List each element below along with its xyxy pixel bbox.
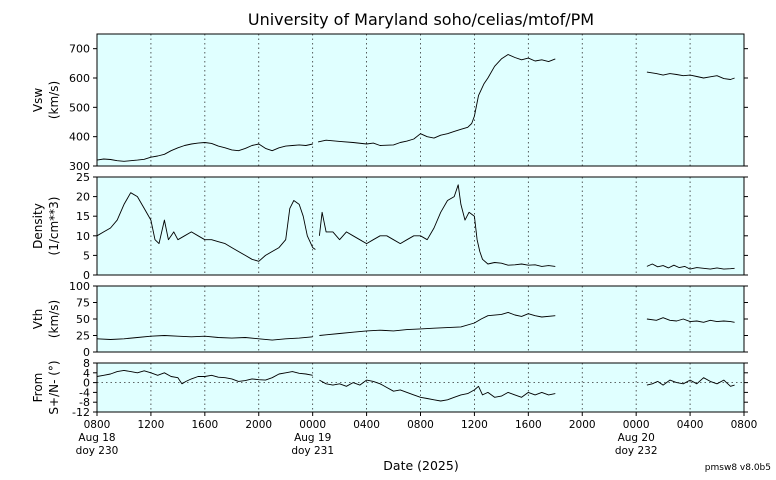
x-tick-label: 0400 <box>677 419 704 431</box>
y-axis-label-line: Vth <box>31 309 45 330</box>
y-tick-label: 300 <box>69 160 90 173</box>
series-line-from-0 <box>96 369 313 385</box>
y-tick-label: -4 <box>79 386 90 399</box>
x-tick-label: 0800 <box>407 419 434 431</box>
y-tick-label: 75 <box>76 297 90 310</box>
y-axis-label-line: From <box>31 373 45 403</box>
x-tick-label: 1200 <box>138 419 165 431</box>
series-line-density-1 <box>318 184 556 267</box>
panel-density: 0 5 10 15 20 25 Density (1/cm**3) <box>31 171 748 282</box>
x-tick-label: 0000 <box>623 419 650 431</box>
y-tick-label: 0 <box>83 377 90 390</box>
series-line-from-1 <box>319 379 556 402</box>
y-axis-label-line: (km/s) <box>47 81 61 119</box>
x-tick-label: Aug 20 <box>618 432 655 444</box>
x-tick-label: 1600 <box>191 419 218 431</box>
y-axis-label-line: (km/s) <box>47 300 61 338</box>
y-tick-label: 50 <box>76 313 90 326</box>
panel-vth: 0 25 50 75 100 Vth (km/s) <box>31 280 748 359</box>
y-tick-label: -8 <box>79 396 90 409</box>
series-line-vsw-2 <box>646 71 735 80</box>
y-tick-label: 0 <box>83 346 90 359</box>
y-axis-label-line: Density <box>31 203 45 249</box>
series-line-vth-2 <box>646 317 735 323</box>
series-line-vsw-0 <box>96 142 313 162</box>
y-tick-label: 0 <box>83 269 90 282</box>
x-tick-label: 1200 <box>461 419 488 431</box>
x-axis-label: Date (2025) <box>383 458 458 473</box>
y-tick-label: 15 <box>76 210 90 223</box>
y-axis-label-vth: Vth (km/s) <box>31 300 61 338</box>
y-tick-label: 400 <box>69 131 90 144</box>
y-axis-label-vsw: Vsw (km/s) <box>31 81 61 119</box>
x-tick-label: doy 230 <box>76 445 119 457</box>
y-tick-label: 20 <box>76 191 90 204</box>
x-tick-label: 2000 <box>245 419 272 431</box>
y-tick-label: -12 <box>72 406 90 419</box>
x-tick-label: doy 232 <box>615 445 658 457</box>
x-tick-label: Aug 18 <box>78 432 115 444</box>
y-tick-label: 8 <box>83 357 90 370</box>
x-tick-label: 0800 <box>84 419 111 431</box>
version-label: pmsw8 v8.0b5 <box>705 463 771 473</box>
x-tick-label: 1600 <box>515 419 542 431</box>
x-tick-label: doy 231 <box>291 445 334 457</box>
x-tick-label: 2000 <box>569 419 596 431</box>
y-tick-label: 10 <box>76 230 90 243</box>
series-line-from-2 <box>646 377 735 387</box>
y-axis-label-line: Vsw <box>31 88 45 112</box>
y-axis-label-line: (1/cm**3) <box>47 197 61 256</box>
series-line-vth-1 <box>319 311 556 336</box>
y-tick-label: 500 <box>69 101 90 114</box>
y-tick-label: 100 <box>69 280 90 293</box>
y-tick-label: 600 <box>69 72 90 85</box>
y-tick-label: 25 <box>76 330 90 343</box>
x-tick-label: Aug 19 <box>294 432 331 444</box>
y-tick-label: 5 <box>83 249 90 262</box>
plot-area-vsw <box>97 34 744 166</box>
y-axis-label-from: From S+/N- (°) <box>31 360 61 414</box>
y-tick-label: 4 <box>83 367 90 380</box>
x-tick-label: 0000 <box>299 419 326 431</box>
series-line-density-0 <box>96 192 316 262</box>
x-tick-label: 0400 <box>353 419 380 431</box>
y-tick-label: 25 <box>76 171 90 184</box>
series-line-vth-0 <box>96 335 313 341</box>
panel-vsw: 300 400 500 600 700 Vsw (km/s) <box>31 33 748 173</box>
y-axis-label-line: S+/N- (°) <box>47 360 61 414</box>
plot-frame <box>96 176 745 276</box>
series-line-vsw-1 <box>318 54 556 146</box>
figure-title: University of Maryland soho/celias/mtof/… <box>248 10 594 29</box>
x-tick-label: 0800 <box>731 419 758 431</box>
plot-frame <box>96 33 745 167</box>
y-tick-label: 700 <box>69 43 90 56</box>
series-line-density-2 <box>646 263 735 270</box>
y-axis-label-density: Density (1/cm**3) <box>31 197 61 256</box>
